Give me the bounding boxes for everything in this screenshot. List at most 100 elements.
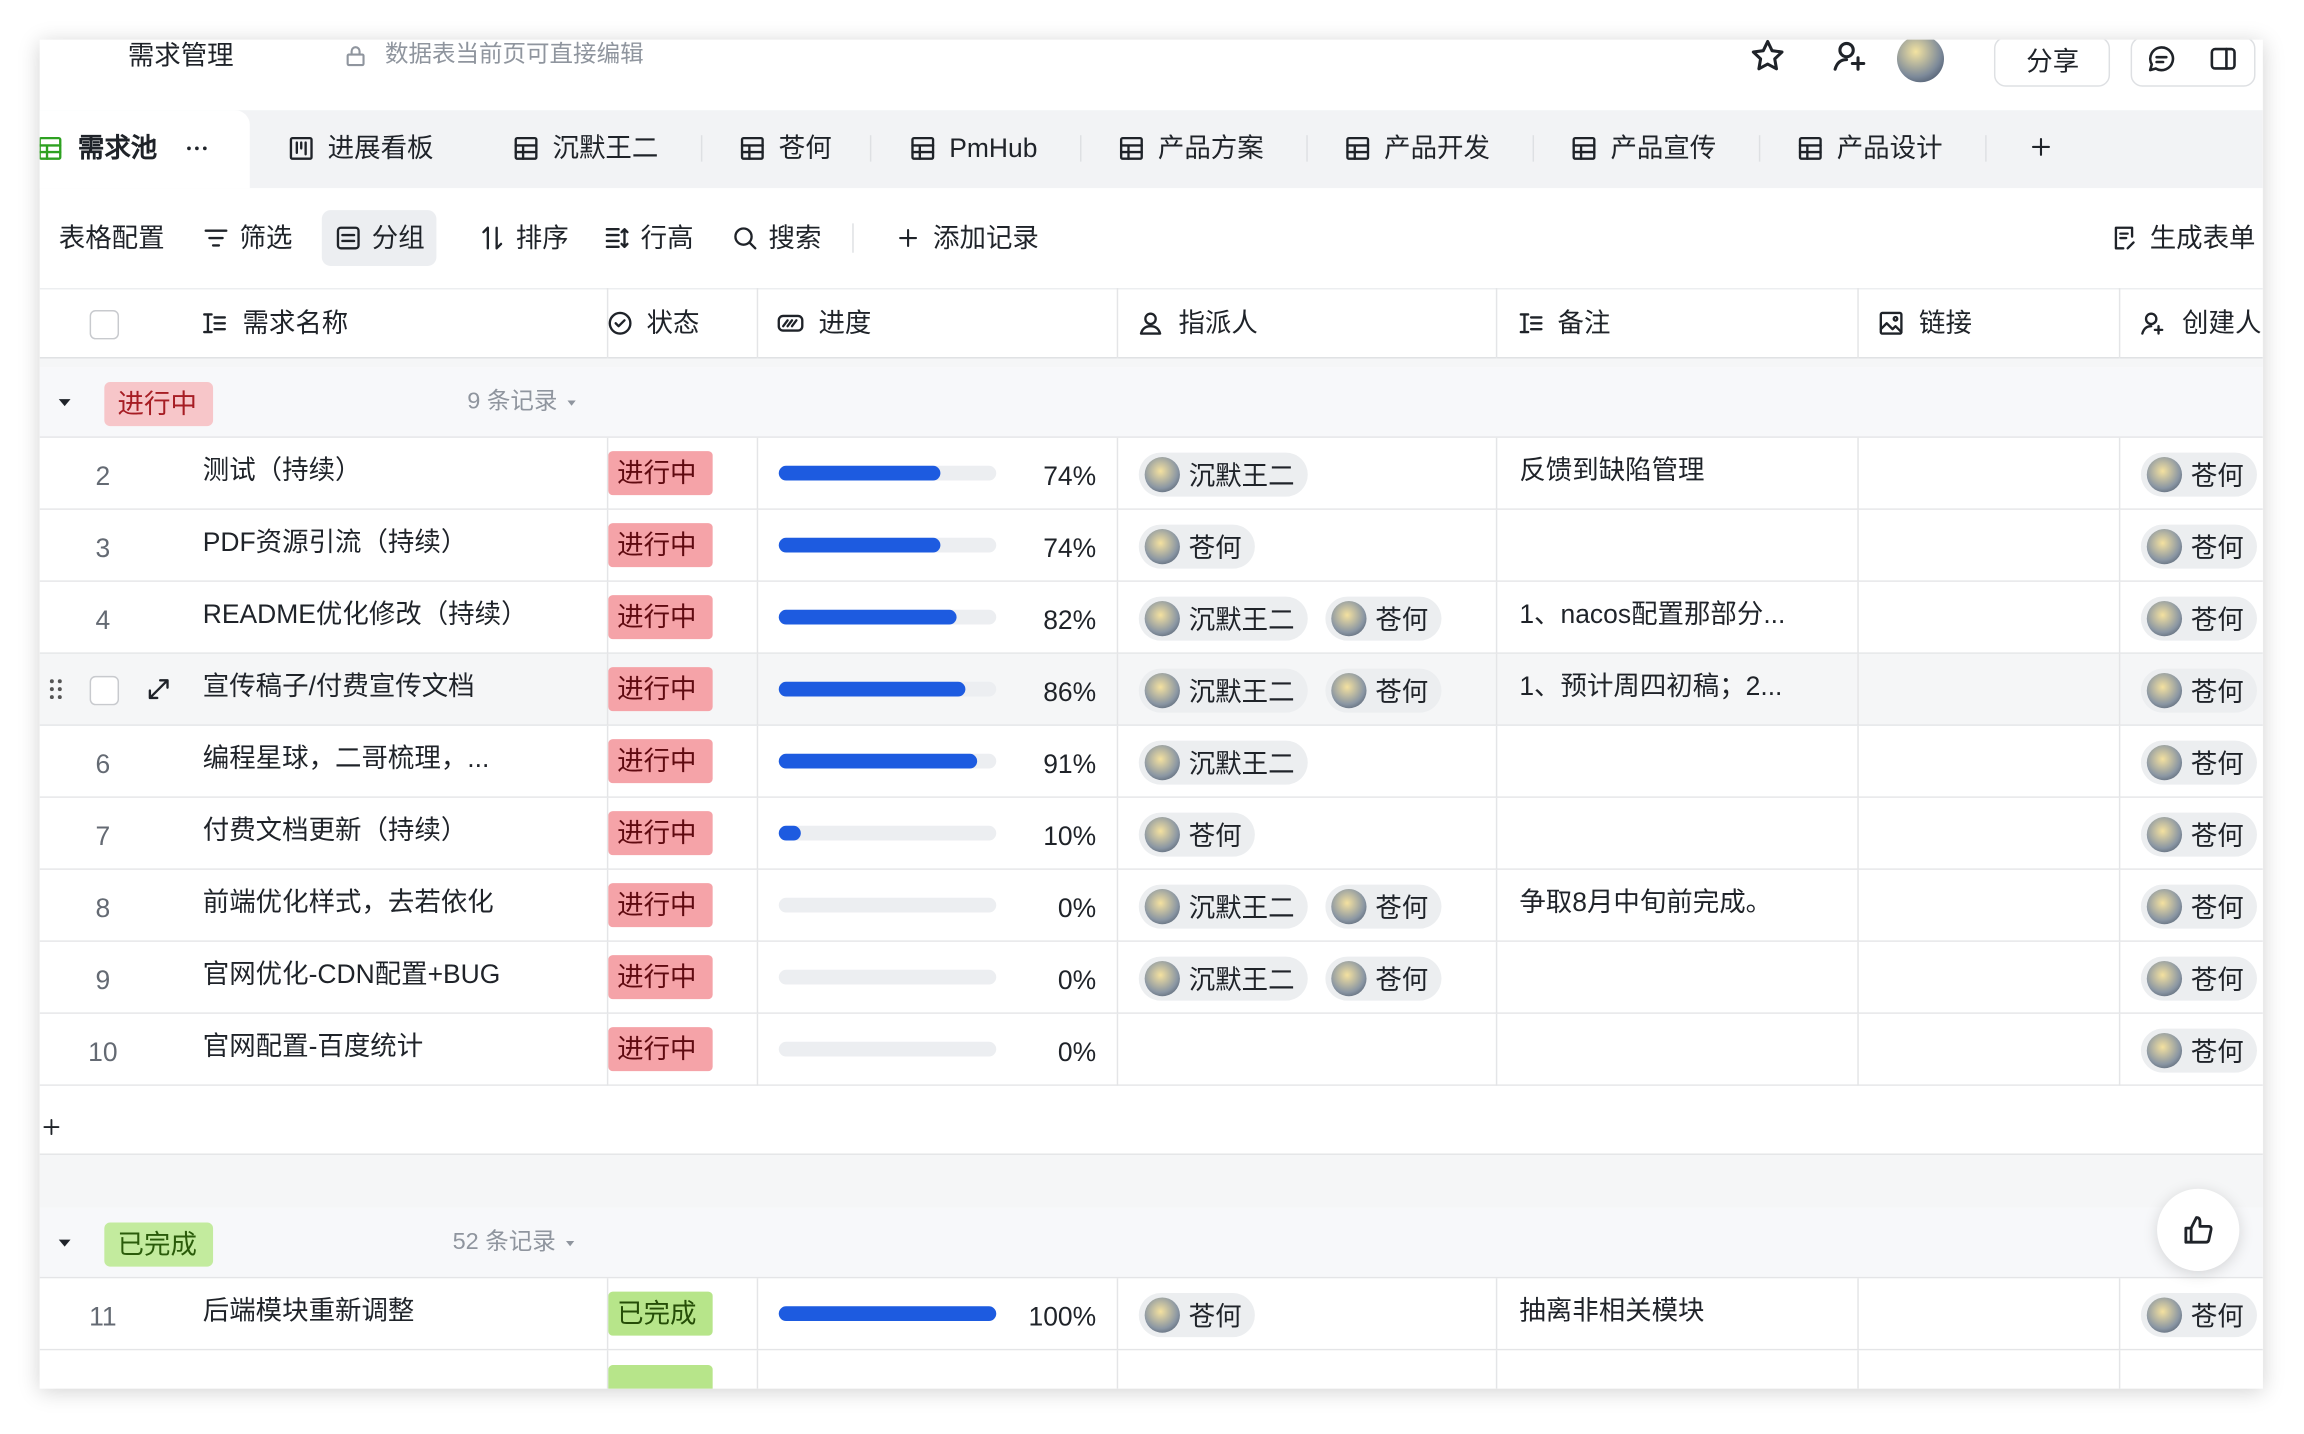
record-count[interactable]: 9 条记录	[467, 389, 558, 415]
cell-divider	[1116, 437, 1119, 510]
search-icon[interactable]	[730, 223, 759, 252]
filter-icon[interactable]	[201, 223, 230, 252]
table-icon-part	[1119, 136, 1143, 160]
status-label: 进行中	[617, 746, 697, 776]
cell-divider	[1495, 1013, 1498, 1086]
table-icon[interactable]	[511, 134, 540, 163]
cell-divider	[1857, 941, 1859, 1014]
toolbar-item[interactable]: 分组	[371, 223, 425, 253]
kanban-icon[interactable]	[287, 134, 316, 163]
tab-label[interactable]: 产品方案	[1157, 133, 1264, 164]
tab-label[interactable]: 产品宣传	[1610, 133, 1717, 164]
form-icon[interactable]	[2110, 223, 2139, 252]
side-icon[interactable]	[2207, 43, 2239, 75]
addperson-icon-part	[1833, 56, 1866, 71]
table-icon[interactable]	[738, 134, 767, 163]
comment-icon-part	[2155, 55, 2168, 64]
cell-divider	[1857, 509, 1859, 582]
thumb-button[interactable]	[2157, 1188, 2240, 1272]
addperson-icon[interactable]	[1829, 40, 1867, 75]
cell-divider	[756, 437, 759, 510]
star-icon[interactable]	[1749, 39, 1787, 75]
cell-divider	[756, 1278, 759, 1351]
table-icon[interactable]	[908, 134, 937, 163]
row-checkbox[interactable]	[89, 675, 120, 706]
generate-form[interactable]: 生成表单	[2149, 223, 2256, 253]
tab-label[interactable]: 进展看板	[327, 133, 434, 164]
tab-label[interactable]: 产品设计	[1836, 133, 1943, 164]
creator-list: 苍何	[2140, 1293, 2263, 1338]
plus-icon[interactable]	[40, 1115, 64, 1139]
toolbar-item[interactable]: 表格配置	[58, 223, 165, 253]
text-icon-part	[203, 313, 226, 334]
cell-divider	[2118, 581, 2121, 654]
progress-bar	[778, 465, 940, 481]
row-number: 9	[95, 965, 111, 995]
add-record[interactable]: 添加记录	[933, 223, 1039, 253]
expand-icon[interactable]	[144, 674, 173, 703]
share-label: 分享	[2026, 47, 2080, 77]
comment-icon[interactable]	[2145, 43, 2177, 75]
status-tag: 进行中	[608, 739, 713, 784]
tab-label[interactable]: 沉默王二	[552, 133, 659, 164]
requirement-name: 付费文档更新（持续）	[202, 815, 468, 845]
column-header: 指派人	[1178, 308, 1258, 338]
cell-divider	[1495, 725, 1498, 798]
status-tag: 进行中	[608, 811, 713, 856]
tab-label[interactable]: 产品开发	[1384, 133, 1490, 164]
group-gap	[39, 1153, 2263, 1208]
assignee-name: 苍何	[1188, 1301, 1242, 1332]
creator-chip: 苍何	[2140, 884, 2257, 929]
tab-label[interactable]: 苍何	[778, 133, 832, 164]
table-icon[interactable]	[1569, 134, 1598, 163]
toolbar-item[interactable]: 行高	[640, 223, 694, 253]
sort-icon[interactable]	[478, 223, 507, 252]
assignee-name: 沉默王二	[1188, 605, 1295, 635]
cell-divider	[606, 1013, 609, 1086]
caret-icon[interactable]	[53, 391, 77, 415]
drag-icon-part	[49, 679, 54, 684]
status-icon-part	[614, 319, 626, 328]
caret-icon[interactable]	[53, 1231, 77, 1255]
plus-icon[interactable]	[2028, 134, 2054, 160]
cell-divider	[1116, 941, 1119, 1014]
cell-divider	[1495, 797, 1498, 870]
rowh-icon[interactable]	[602, 223, 631, 252]
tab-label[interactable]: PmHub	[949, 133, 1038, 164]
group-icon[interactable]	[334, 223, 363, 252]
status-label: 进行中	[617, 1034, 697, 1064]
table-icon[interactable]	[1343, 134, 1372, 163]
toolbar-item[interactable]: 搜索	[768, 223, 822, 253]
status-tag: 进行中	[608, 451, 713, 496]
cell-divider	[1857, 869, 1859, 942]
group-tag: 已完成	[104, 1222, 214, 1267]
tab-label[interactable]: 需求池	[77, 133, 158, 164]
creator-chip: 苍何	[2140, 668, 2257, 713]
star-icon-part	[1751, 39, 1784, 71]
creator-chip: 苍何	[2140, 524, 2257, 569]
select-all[interactable]	[89, 310, 120, 340]
creator-list: 苍何	[2140, 1028, 2263, 1073]
edit-note: 数据表当前页可直接编辑	[384, 42, 644, 68]
plus-icon[interactable]	[895, 225, 921, 251]
row-number: 8	[95, 893, 111, 923]
tab-separator	[1080, 135, 1082, 162]
avatar	[1331, 600, 1367, 637]
dots-icon-part	[187, 146, 207, 151]
assignee-chip: 苍何	[1138, 812, 1255, 857]
progress-track	[778, 1041, 997, 1057]
progress-bar	[778, 609, 958, 625]
table-icon[interactable]	[39, 134, 65, 163]
thumb-icon[interactable]	[2181, 1212, 2216, 1247]
toolbar-item[interactable]: 排序	[515, 223, 569, 253]
toolbar-item[interactable]: 筛选	[239, 223, 293, 253]
tools-button[interactable]	[2130, 39, 2256, 87]
text-icon	[1519, 313, 1543, 334]
record-count[interactable]: 52 条记录	[452, 1229, 556, 1255]
share-button[interactable]: 分享	[1993, 39, 2111, 87]
table-icon[interactable]	[1796, 134, 1825, 163]
status-tag: 进行中	[608, 595, 713, 640]
table-icon[interactable]	[1117, 134, 1146, 163]
active-tab[interactable]	[39, 110, 250, 189]
creator-chip: 苍何	[2140, 812, 2257, 857]
